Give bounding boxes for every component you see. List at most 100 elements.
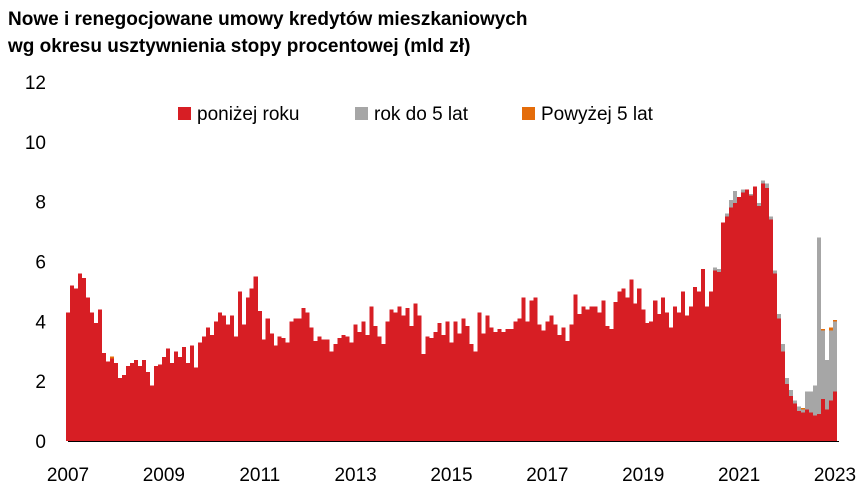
bar-segment-s0-72 xyxy=(353,324,358,441)
bar-segment-s0-113 xyxy=(517,318,522,441)
x-tick-label: 2017 xyxy=(526,465,568,486)
bar-segment-s0-177 xyxy=(773,273,778,441)
bar-segment-s0-143 xyxy=(637,288,642,441)
y-tick-label: 2 xyxy=(35,372,46,393)
x-tick-label: 2009 xyxy=(143,465,185,486)
bar-segment-s0-139 xyxy=(621,288,626,441)
bar-segment-s0-90 xyxy=(425,336,430,441)
legend-label: rok do 5 lat xyxy=(374,104,469,125)
bar-segment-s0-13 xyxy=(117,378,122,441)
bar-segment-s1-187 xyxy=(813,385,818,416)
bar-segment-s0-21 xyxy=(149,385,154,441)
bar-segment-s0-187 xyxy=(813,415,818,441)
bar-segment-s0-148 xyxy=(657,313,662,441)
bar-segment-s0-34 xyxy=(201,336,206,441)
bar-segment-s0-178 xyxy=(777,318,782,441)
bar-segment-s0-163 xyxy=(717,271,722,441)
y-tick-label: 0 xyxy=(35,432,46,453)
bar-segment-s0-19 xyxy=(141,360,146,441)
bar-segment-s0-116 xyxy=(529,300,534,441)
bar-segment-s0-155 xyxy=(685,315,690,441)
bar-segment-s0-181 xyxy=(789,396,794,442)
bar-segment-s0-123 xyxy=(557,334,562,441)
bar-segment-s0-85 xyxy=(405,307,410,441)
x-tick-label: 2023 xyxy=(814,465,856,486)
bar-segment-s1-188 xyxy=(817,237,822,415)
bar-segment-s0-147 xyxy=(653,300,658,441)
bar-segment-s0-35 xyxy=(205,327,210,441)
bar-segment-s1-173 xyxy=(757,203,762,207)
bar-segment-s0-92 xyxy=(433,331,438,441)
bar-segment-s0-78 xyxy=(377,336,382,441)
y-tick-label: 8 xyxy=(35,193,46,214)
bar-segment-s0-183 xyxy=(797,411,802,441)
bar-segment-s0-3 xyxy=(77,273,82,441)
bar-segment-s0-22 xyxy=(153,366,158,441)
bar-segment-s1-174 xyxy=(761,180,766,184)
bar-segment-s0-62 xyxy=(313,340,318,441)
bar-segment-s2-192 xyxy=(832,319,838,322)
bar-segment-s0-81 xyxy=(389,309,394,441)
bar-segment-s1-171 xyxy=(749,194,754,196)
bar-segment-s2-191 xyxy=(828,327,834,331)
bar-segment-s0-174 xyxy=(761,183,766,441)
bar-segment-s0-190 xyxy=(824,409,830,441)
bar-segment-s0-117 xyxy=(533,297,538,441)
bar-segment-s0-159 xyxy=(701,268,706,441)
bar-segment-s0-135 xyxy=(605,325,610,441)
bar-segment-s0-154 xyxy=(681,291,686,441)
legend-label: poniżej roku xyxy=(197,104,299,125)
bar-segment-s0-186 xyxy=(809,412,814,441)
x-tick-label: 2021 xyxy=(718,465,760,486)
bar-segment-s0-43 xyxy=(237,291,242,441)
bar-segment-s0-156 xyxy=(689,306,694,442)
bar-segment-s0-24 xyxy=(161,357,166,441)
bar-segment-s0-102 xyxy=(473,351,478,441)
bar-segment-s0-169 xyxy=(741,192,746,441)
bar-segment-s0-184 xyxy=(801,412,806,441)
bar-segment-s0-119 xyxy=(541,330,546,441)
bar-segment-s0-77 xyxy=(373,325,378,441)
bar-segment-s0-37 xyxy=(213,321,218,441)
bar-segment-s0-145 xyxy=(645,322,650,441)
bar-segment-s0-23 xyxy=(157,364,162,441)
bar-segment-s0-94 xyxy=(441,334,446,441)
bar-segment-s0-31 xyxy=(189,345,194,441)
bar-segment-s0-9 xyxy=(101,352,106,441)
bar-segment-s0-52 xyxy=(273,345,278,441)
bar-segment-s0-130 xyxy=(585,309,590,441)
bar-segment-s0-66 xyxy=(329,351,334,441)
bar-segment-s0-4 xyxy=(81,277,86,441)
bar-segment-s1-162 xyxy=(713,267,718,271)
bar-segment-s0-137 xyxy=(613,301,618,441)
bar-segment-s0-106 xyxy=(489,327,494,441)
bar-segment-s0-42 xyxy=(233,336,238,441)
bar-segment-s0-38 xyxy=(217,312,222,441)
bar-segment-s0-69 xyxy=(341,334,346,441)
bar-segment-s0-41 xyxy=(229,315,234,441)
bar-segment-s0-93 xyxy=(437,322,442,441)
bar-segment-s0-101 xyxy=(469,343,474,441)
bar-segment-s0-65 xyxy=(325,339,330,441)
bar-segment-s0-133 xyxy=(597,312,602,441)
bar-segment-s1-163 xyxy=(717,268,722,272)
bar-segment-s0-191 xyxy=(828,400,834,441)
bar-segment-s0-104 xyxy=(481,333,486,441)
bar-segment-s0-49 xyxy=(261,339,266,441)
bar-segment-s0-115 xyxy=(525,321,530,441)
bar-segment-s2-11 xyxy=(109,356,114,359)
bar-segment-s0-8 xyxy=(97,309,102,441)
bar-segment-s0-97 xyxy=(453,321,458,441)
bar-segment-s0-136 xyxy=(609,328,614,441)
bar-segment-s0-105 xyxy=(485,315,490,441)
bar-segment-s0-125 xyxy=(565,340,570,441)
bar-segment-s0-91 xyxy=(429,337,434,441)
bar-segment-s0-88 xyxy=(417,315,422,441)
bar-segment-s0-182 xyxy=(793,403,798,441)
bar-segment-s2-189 xyxy=(821,328,826,331)
bar-segment-s0-109 xyxy=(501,331,506,441)
legend-swatch xyxy=(522,107,535,120)
bar-segment-s1-192 xyxy=(832,321,838,392)
bar-segment-s1-189 xyxy=(821,330,826,400)
bar-segment-s0-25 xyxy=(165,348,170,441)
